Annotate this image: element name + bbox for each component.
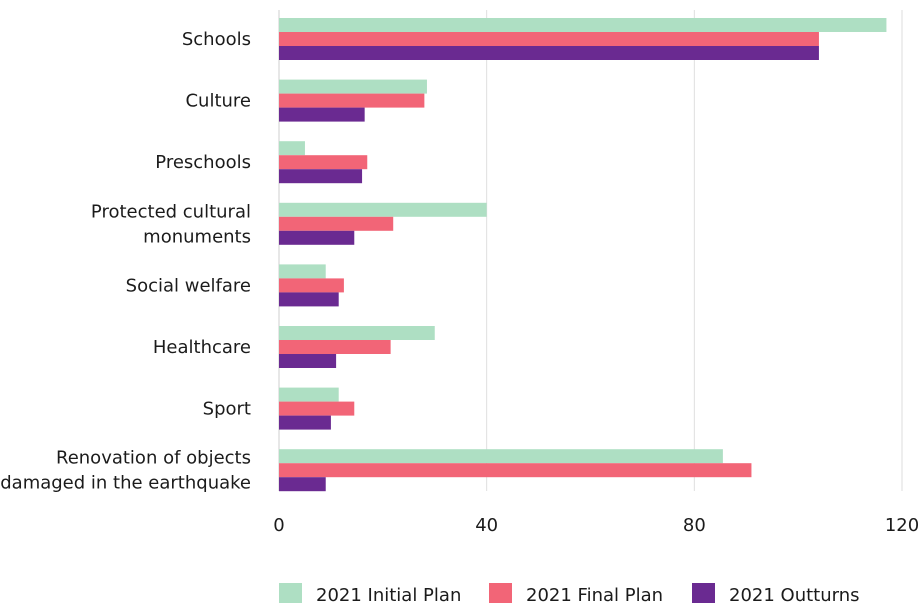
category-label: Healthcare — [153, 337, 251, 358]
bar — [279, 387, 339, 402]
legend-swatch — [692, 583, 715, 603]
category-label: Renovation of objects — [56, 448, 251, 469]
bar — [279, 155, 368, 170]
x-tick-label: 0 — [273, 515, 284, 536]
category-label: monuments — [143, 226, 251, 247]
x-tick-label: 40 — [475, 515, 498, 536]
category-label: Social welfare — [126, 275, 251, 296]
bar — [279, 354, 337, 368]
bar — [279, 401, 355, 416]
bar — [279, 449, 723, 464]
bar — [279, 340, 391, 354]
bar — [279, 18, 887, 32]
bar — [279, 326, 435, 340]
legend-swatch — [489, 583, 512, 603]
bar — [279, 292, 339, 307]
legend-label: 2021 Outturns — [729, 585, 860, 603]
bar — [279, 463, 752, 478]
x-tick-label: 120 — [885, 515, 919, 536]
bar — [279, 46, 819, 60]
bar — [279, 169, 363, 184]
bar — [279, 32, 819, 46]
bar — [279, 107, 365, 122]
x-tick-labels: 0 40 80 120 — [273, 515, 919, 536]
bar — [279, 141, 305, 156]
category-label: Preschools — [155, 152, 251, 173]
bar — [279, 93, 425, 108]
bar — [279, 477, 326, 492]
category-label: Protected cultural — [91, 201, 251, 222]
x-tick-label: 80 — [683, 515, 706, 536]
category-labels: Schools Culture Preschools Protected cultur… — [0, 29, 251, 494]
bar — [279, 264, 326, 279]
legend-swatch — [279, 583, 302, 603]
category-label: Sport — [203, 399, 251, 420]
bar — [279, 202, 487, 217]
legend-label: 2021 Initial Plan — [316, 585, 461, 603]
bar — [279, 415, 331, 430]
legend-label: 2021 Final Plan — [526, 585, 663, 603]
category-label: Culture — [185, 91, 251, 112]
bar — [279, 278, 344, 293]
category-label: Schools — [182, 29, 251, 50]
legend: 2021 Initial Plan 2021 Final Plan 2021 Out… — [279, 583, 860, 603]
bar — [279, 79, 427, 94]
bars — [279, 18, 887, 492]
category-label: damaged in the earthquake — [0, 473, 251, 494]
bar — [279, 216, 394, 231]
bar — [279, 230, 355, 245]
